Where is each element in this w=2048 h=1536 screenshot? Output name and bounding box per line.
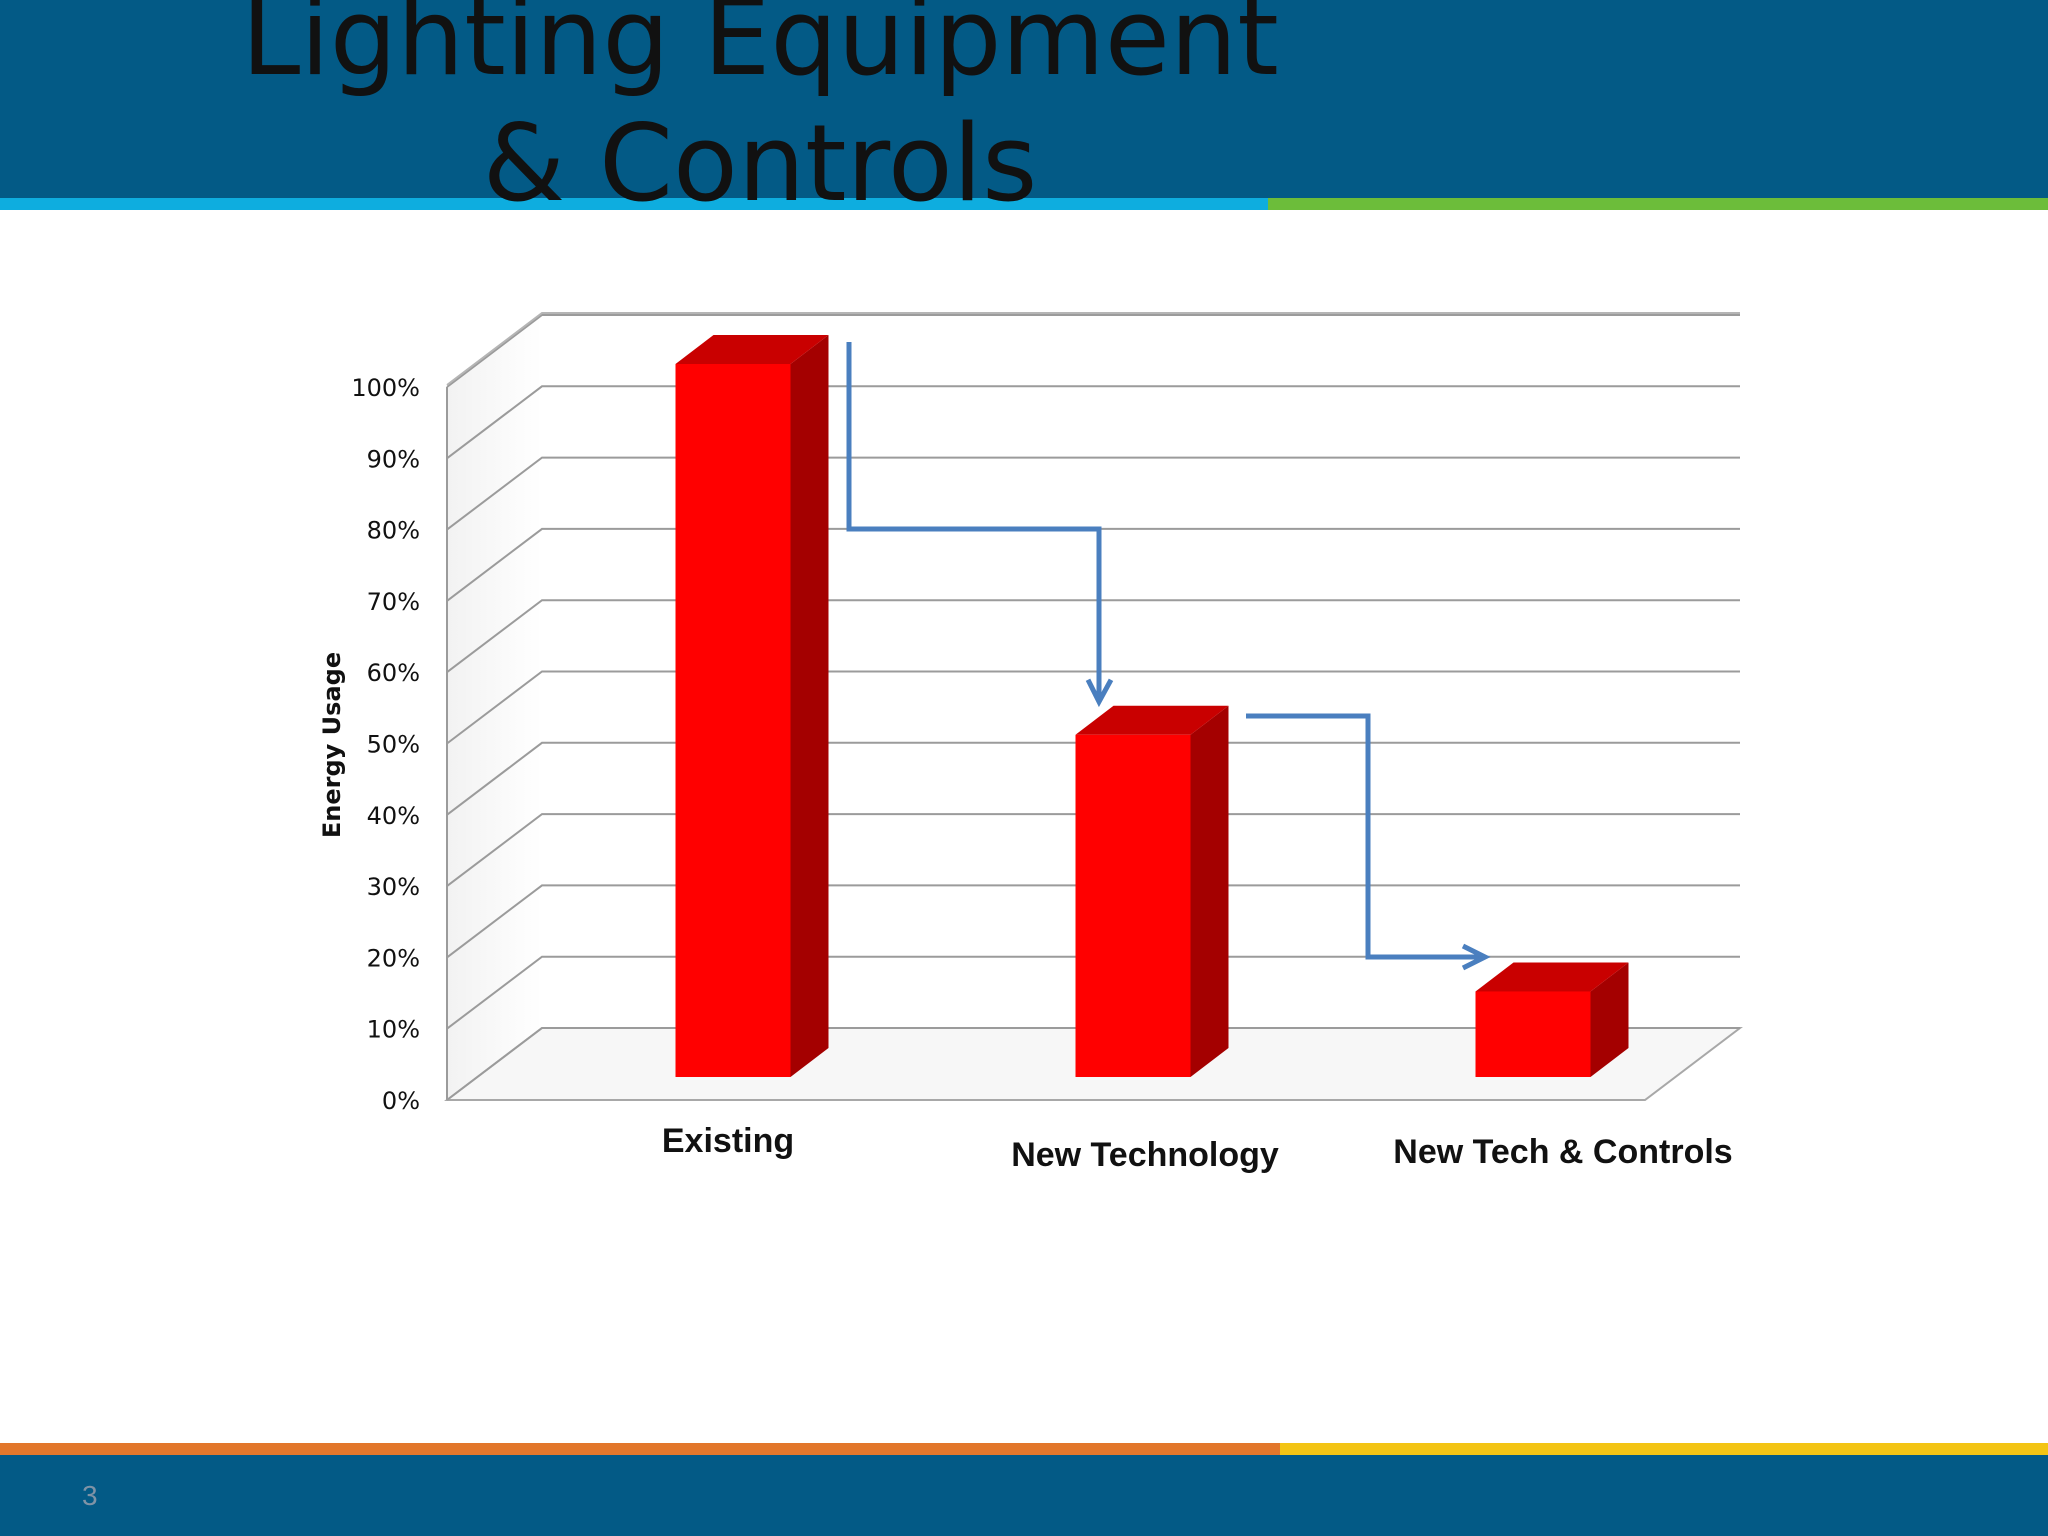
bar-existing [675,364,791,1077]
gridline [446,955,1740,1030]
header-stripe-green [1268,198,2048,210]
gridline-top [446,312,1740,386]
y-tick-label: 40% [367,802,420,830]
y-tick-label: 80% [367,517,420,545]
x-category-label: Existing [662,1122,794,1160]
arrow-head-2 [1461,943,1491,971]
footer-bar [0,1455,2048,1536]
gridline [446,670,1740,745]
bar-side [1190,705,1229,1077]
header-bar [0,0,2048,198]
gridline [446,456,1740,531]
gridline [446,741,1740,816]
slide-title: Lighting Equipment & Controls [241,0,1279,225]
step-arrow-2 [1246,713,1482,960]
footer-stripe-yellow [1280,1443,2048,1455]
bar-new-technology [1075,734,1191,1077]
page-number: 3 [82,1480,98,1511]
header-stripe-blue [0,198,1268,210]
gridline [446,599,1740,673]
bar-top [1475,962,1629,992]
y-tick-label: 0% [382,1087,420,1115]
y-tick-label: 30% [367,873,420,901]
x-category-label: New Technology [1011,1136,1279,1174]
footer-stripe-orange [0,1443,1280,1455]
bar-top [675,335,829,364]
y-tick-label: 100% [351,374,420,402]
y-tick-label: 90% [367,445,420,473]
gridline [446,527,1740,602]
bar-top [1075,705,1229,735]
y-axis-ticks: 0% 10% 20% 30% 40% 50% 60% 70% 80% 90% 100% [351,374,420,1115]
x-category-label: New Tech & Controls [1393,1133,1732,1171]
x-axis-categories: Existing New Technology New Tech & Control… [662,1122,1733,1174]
chart-bars [675,335,1629,1077]
y-tick-label: 10% [367,1016,420,1044]
y-tick-label: 60% [367,659,420,687]
gridline [446,314,1740,388]
arrow-head-1 [1085,678,1114,708]
bar-side [790,335,829,1077]
bar-new-tech-controls [1475,991,1591,1077]
gridline [446,1027,1740,1101]
chart-arrows [846,342,1491,971]
step-arrow-1 [846,342,1102,700]
gridline [446,385,1740,460]
y-axis-title: Energy Usage [318,652,346,838]
gridline [446,884,1740,959]
chart-gridlines [446,312,1740,1101]
gridline [446,813,1740,887]
y-tick-label: 70% [367,588,420,616]
y-tick-label: 50% [367,731,420,759]
bar-side [1590,962,1629,1077]
y-tick-label: 20% [367,944,420,972]
